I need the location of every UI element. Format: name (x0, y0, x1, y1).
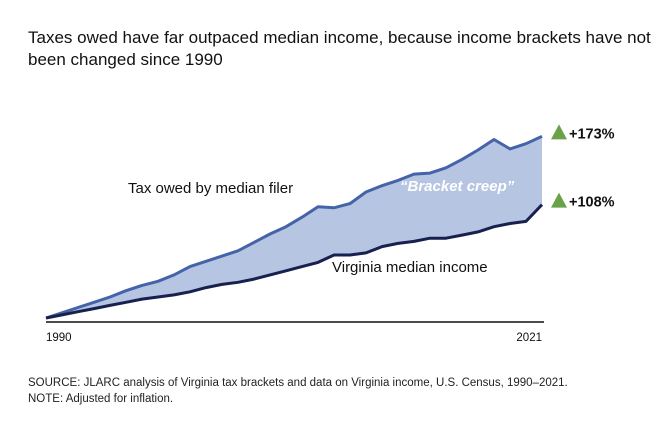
end-label-median-income: +108% (569, 195, 615, 211)
bracket-creep-area (46, 136, 542, 318)
chart-title: Taxes owed have far outpaced median inco… (28, 28, 651, 69)
tax-owed-line (45, 134, 543, 320)
source-note: SOURCE: JLARC analysis of Virginia tax b… (28, 377, 568, 389)
bracket-creep-label: “Bracket creep” (400, 178, 515, 195)
median-income-line (45, 203, 544, 320)
inflation-note: NOTE: Adjusted for inflation. (28, 392, 174, 405)
series-label-median-income: Virginia median income (332, 259, 488, 276)
end-label-tax-owed: +173% (569, 126, 615, 142)
end-marker-median-income (551, 192, 567, 208)
x-tick-label-2021: 2021 (516, 332, 542, 344)
x-tick-label-1990: 1990 (46, 332, 72, 344)
series-label-tax-owed: Tax owed by median filer (128, 180, 293, 197)
end-marker-tax-owed (551, 124, 567, 140)
chart-footer: SOURCE: JLARC analysis of Virginia tax b… (28, 376, 568, 407)
